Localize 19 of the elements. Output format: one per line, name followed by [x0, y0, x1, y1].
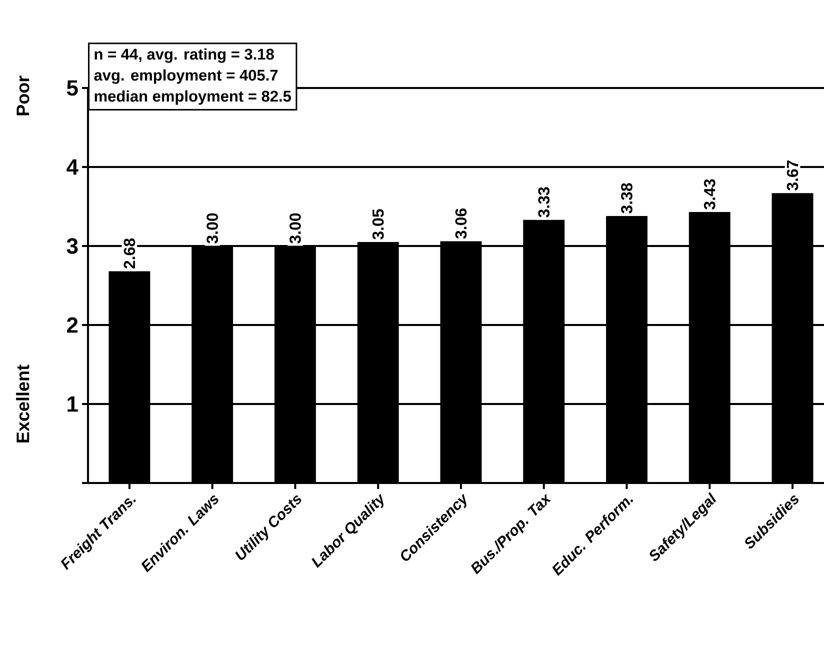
y-axis-title: Excellent	[16, 364, 30, 442]
y-tick-label: 1	[68, 396, 78, 412]
data-label: 3.43	[704, 179, 716, 210]
data-label: 3.38	[621, 183, 632, 214]
data-label: 3.06	[455, 208, 467, 239]
text: Poor	[16, 76, 30, 116]
data-label: 3.33	[538, 187, 550, 218]
data-label: 2.68	[124, 238, 136, 269]
text: avg. employment = 405.7	[94, 69, 278, 84]
y-tick-label: 4	[66, 159, 78, 175]
y-tick-label: 3	[66, 238, 78, 254]
data-label: 3.67	[786, 160, 798, 191]
data-label: 3.00	[206, 213, 218, 244]
annotation: median employment = 82.5	[94, 90, 292, 105]
y-tick-label: 2	[67, 317, 78, 333]
text: n = 44, avg. rating = 3.18	[94, 48, 274, 63]
y-tick-label: 5	[66, 80, 78, 96]
data-label: 3.00	[290, 213, 301, 244]
data-label: 3.05	[372, 209, 384, 240]
